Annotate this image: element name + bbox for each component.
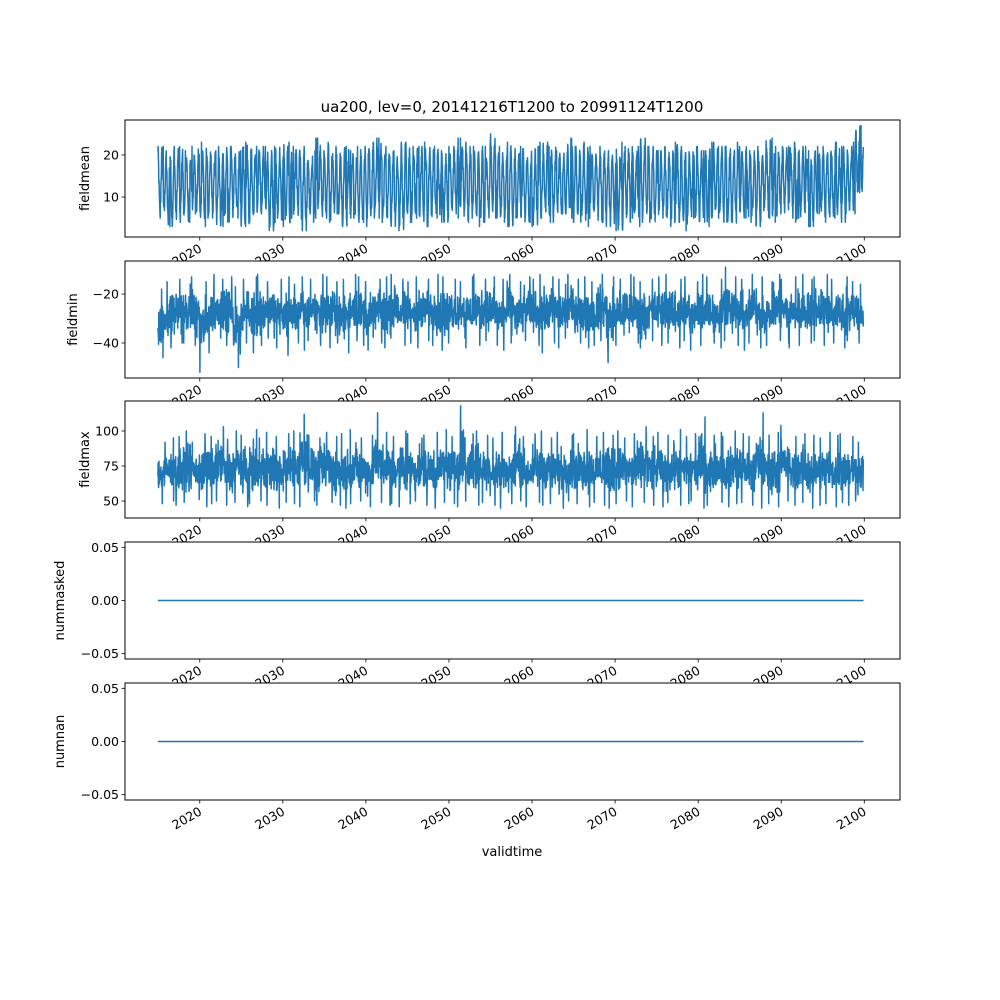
y-tick-label: 100 <box>95 423 119 438</box>
axes-frame <box>124 260 901 379</box>
y-tick-label: 0.05 <box>91 681 119 696</box>
y-axis-label: numnan <box>53 715 68 769</box>
y-tick-label: 50 <box>103 494 119 509</box>
y-axis-label: fieldmax <box>78 431 93 488</box>
y-tick-label: −0.05 <box>81 787 119 802</box>
y-tick-label: 10 <box>103 190 119 205</box>
y-tick-label: 0.00 <box>91 593 119 608</box>
axes-frame <box>124 400 901 519</box>
fieldmin-series-line <box>157 266 865 374</box>
y-tick-label: 20 <box>103 147 119 162</box>
chart-title: ua200, lev=0, 20141216T1200 to 20991124T… <box>321 98 704 116</box>
fieldmean-series-line <box>157 124 865 232</box>
y-axis-label: fieldmin <box>66 293 81 346</box>
axes-frame <box>124 119 901 238</box>
y-tick-label: −20 <box>93 287 119 302</box>
y-axis-label: nummasked <box>53 561 68 641</box>
y-tick-label: −0.05 <box>81 646 119 661</box>
y-tick-label: −40 <box>93 335 119 350</box>
y-tick-label: 75 <box>103 459 119 474</box>
x-axis-label: validtime <box>482 845 543 860</box>
fieldmax-series-line <box>157 405 865 509</box>
y-tick-label: 0.00 <box>91 734 119 749</box>
y-axis-label: fieldmean <box>78 146 93 211</box>
y-tick-label: 0.05 <box>91 540 119 555</box>
